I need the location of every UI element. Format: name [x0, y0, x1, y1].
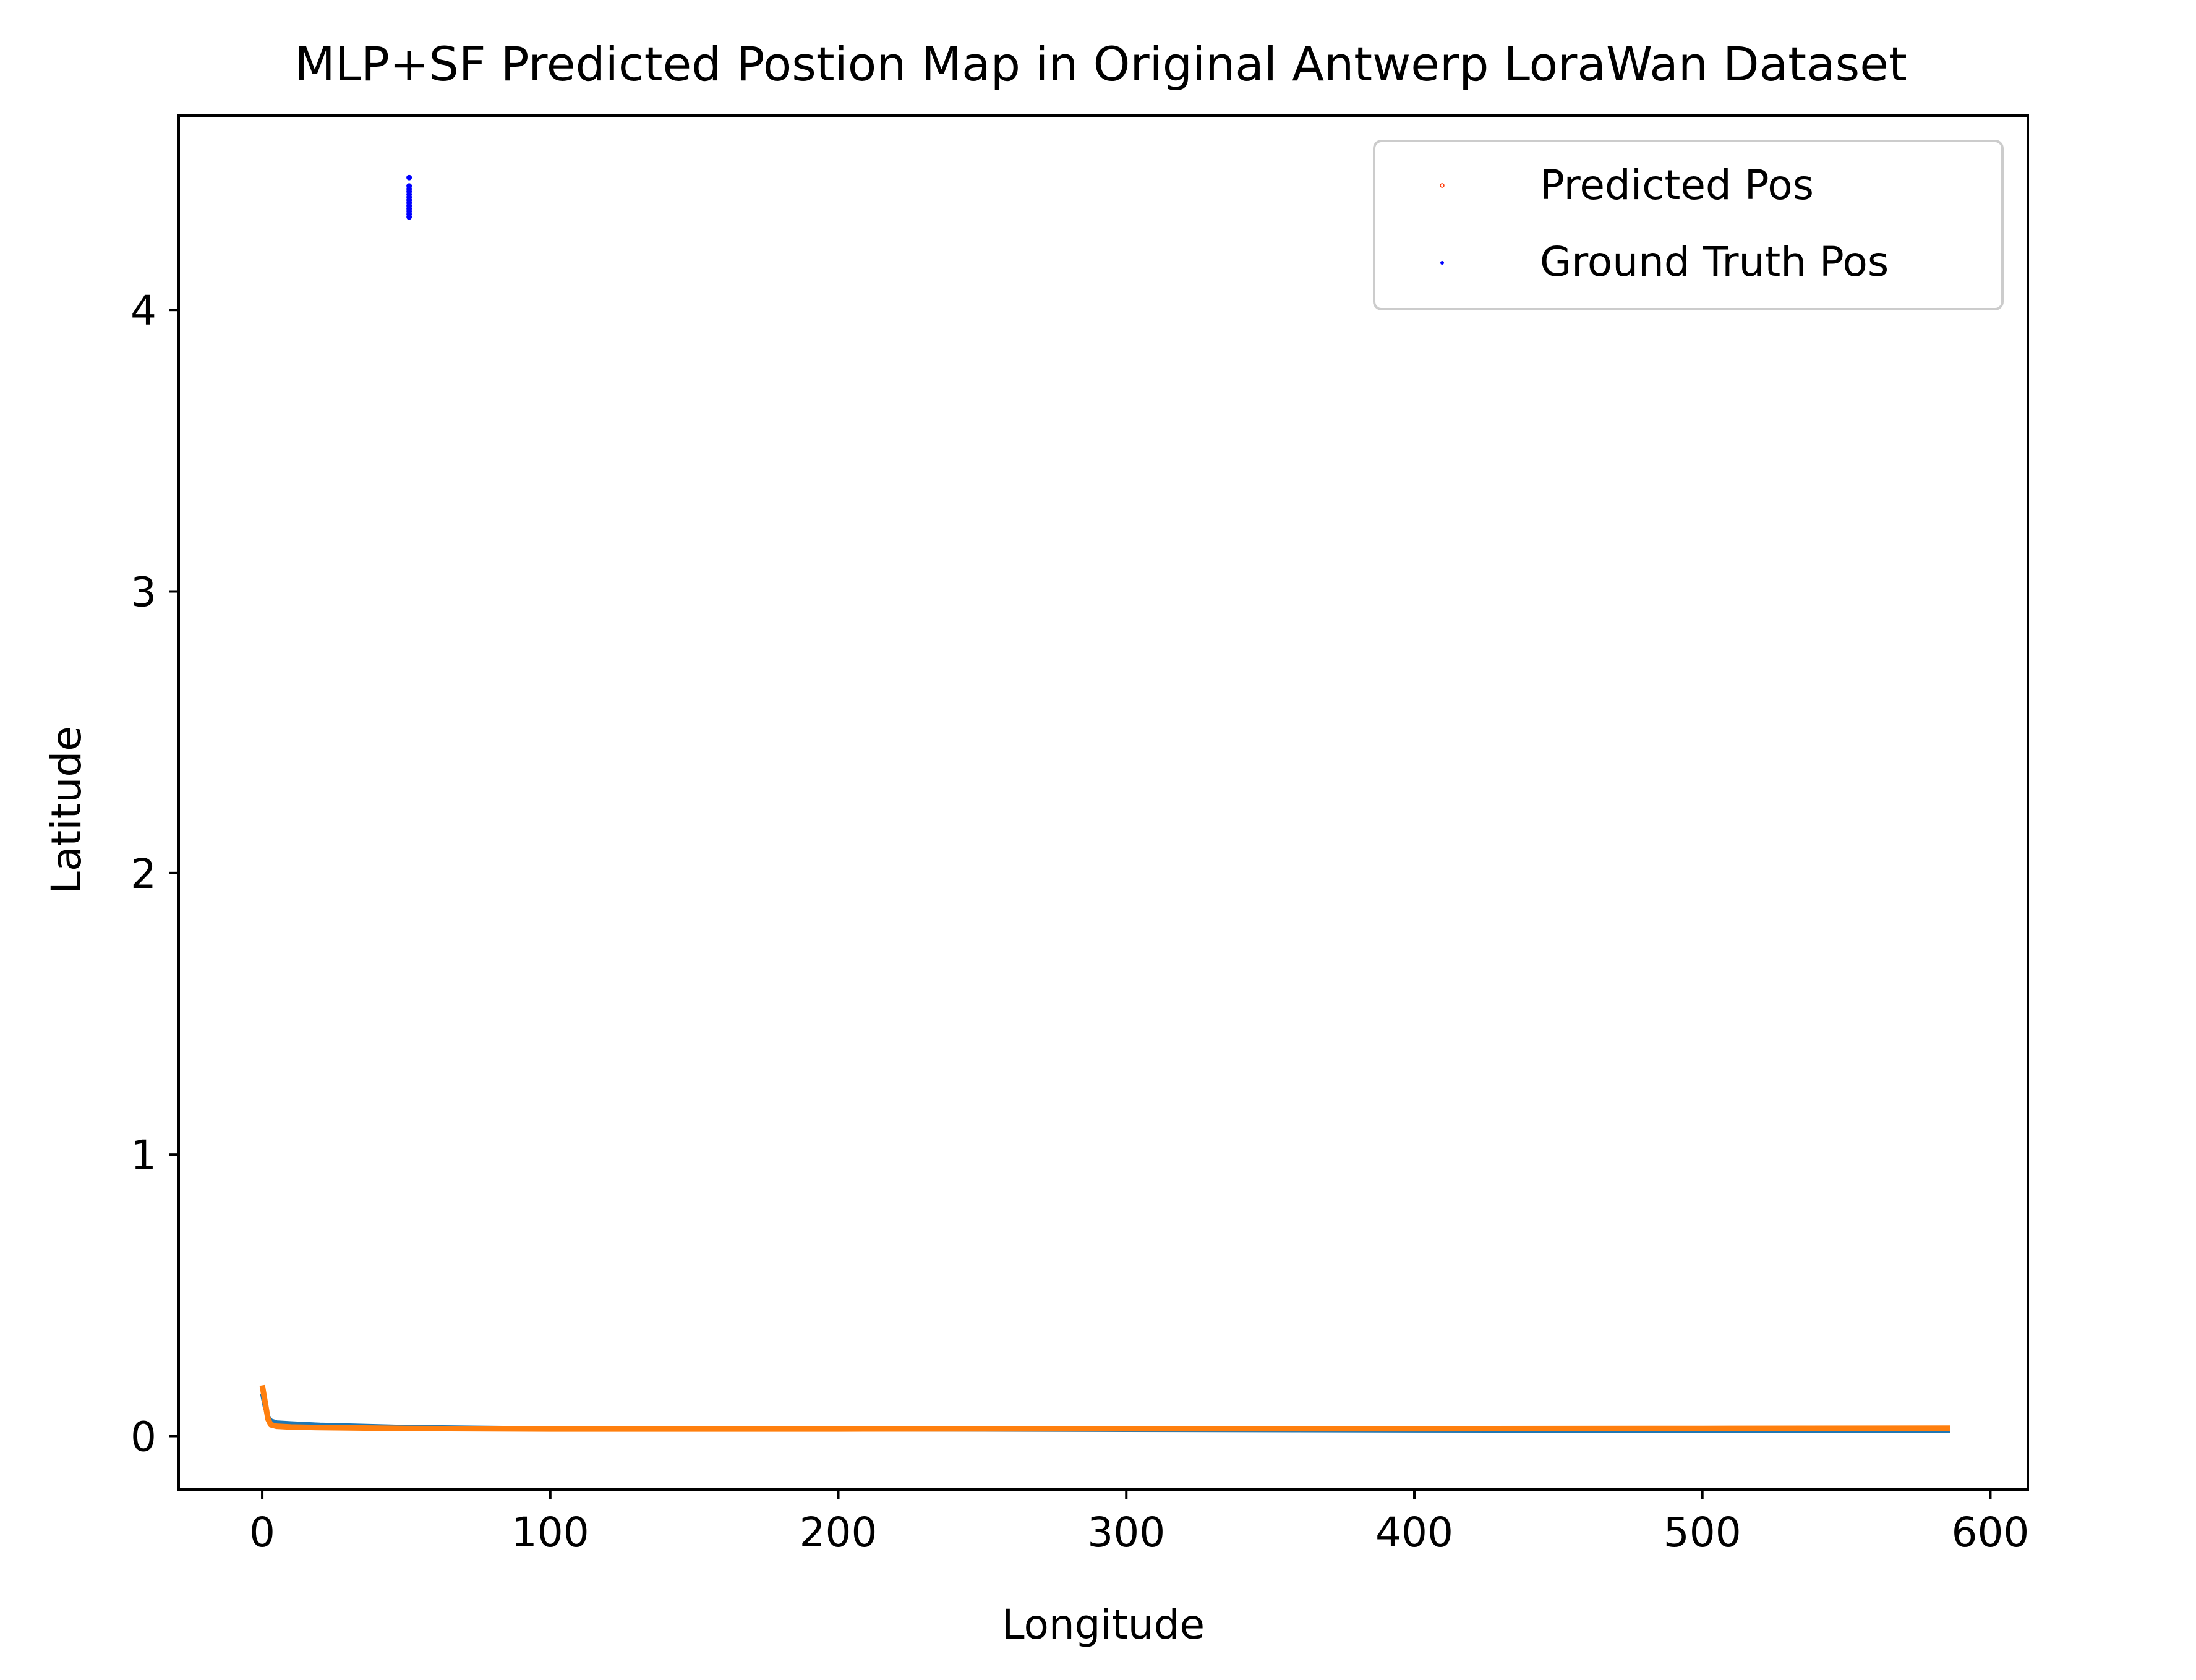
- legend-marker-predicted: [1440, 183, 1445, 188]
- legend-label-predicted: Predicted Pos: [1540, 161, 1814, 209]
- y-tick-label: 3: [130, 569, 156, 616]
- x-tick-label: 100: [511, 1509, 589, 1556]
- plot-frame: [177, 114, 2029, 1491]
- y-axis-ticks: 0 1 2 3 4: [130, 287, 179, 1460]
- x-axis-ticks: 0 100 200 300 400 500 600: [249, 1490, 2029, 1556]
- y-tick-label: 0: [130, 1413, 156, 1460]
- x-axis-label: Longitude: [1002, 1601, 1205, 1648]
- ground-truth-point: [406, 183, 412, 189]
- chart-title: MLP+SF Predicted Postion Map in Original…: [294, 36, 1907, 92]
- legend: Predicted Pos Ground Truth Pos: [1373, 140, 2004, 310]
- x-tick-label: 0: [249, 1509, 275, 1556]
- x-tick-label: 300: [1087, 1509, 1165, 1556]
- x-tick-label: 200: [800, 1509, 878, 1556]
- y-tick-label: 4: [130, 287, 156, 335]
- series-line-1: [259, 1384, 1950, 1432]
- legend-marker-ground-truth: [1440, 261, 1444, 265]
- y-tick-label: 1: [130, 1132, 156, 1179]
- x-tick-label: 400: [1375, 1509, 1453, 1556]
- x-tick-label: 600: [1951, 1509, 2029, 1556]
- y-axis-label: Latitude: [43, 726, 90, 894]
- legend-label-ground-truth: Ground Truth Pos: [1540, 238, 1889, 286]
- ground-truth-point: [406, 174, 412, 181]
- series-line-0: [260, 1393, 1950, 1433]
- x-tick-label: 500: [1664, 1509, 1741, 1556]
- y-tick-label: 2: [130, 850, 156, 898]
- plot-series: [259, 174, 1950, 1433]
- legend-box: [1373, 140, 2004, 310]
